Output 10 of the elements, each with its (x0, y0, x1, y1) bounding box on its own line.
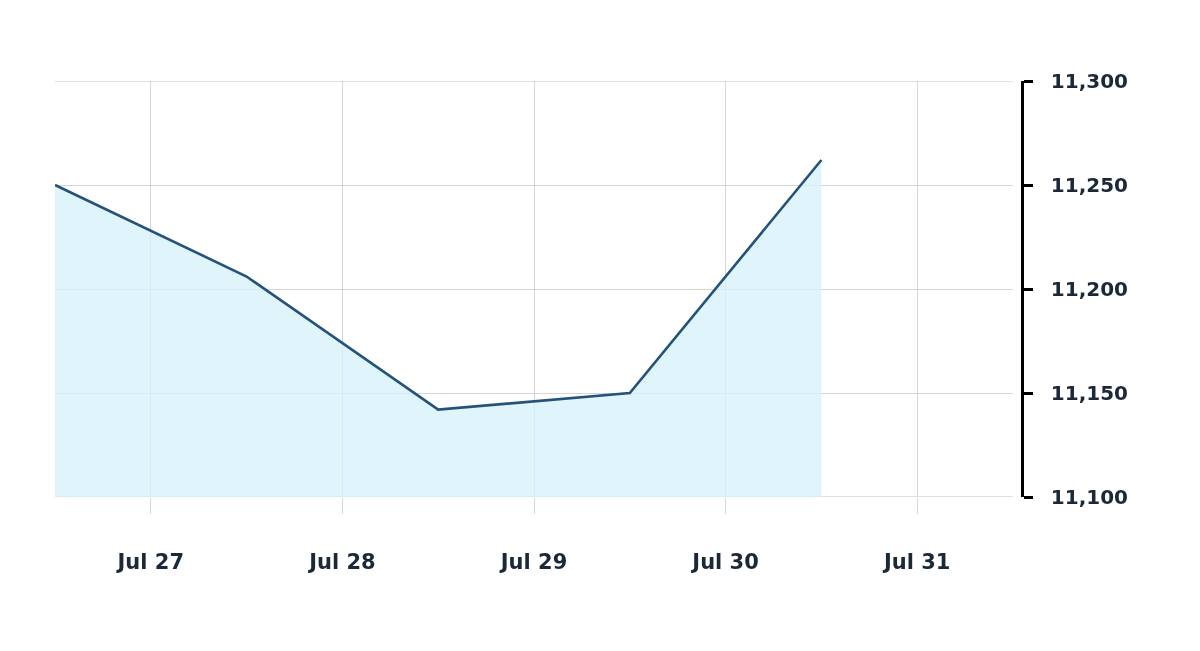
y-tick-label: 11,150 (1050, 381, 1128, 405)
x-tick-label: Jul 31 (881, 550, 951, 575)
y-tick-label: 11,100 (1050, 485, 1128, 509)
x-tick-label: Jul 29 (498, 550, 568, 575)
y-tick-label: 11,250 (1050, 173, 1128, 197)
x-tick-label: Jul 30 (690, 550, 759, 575)
x-tick-label: Jul 28 (307, 550, 376, 575)
x-tick-label: Jul 27 (115, 550, 185, 575)
y-tick-label: 11,200 (1050, 277, 1128, 301)
y-tick-label: 11,300 (1050, 69, 1128, 93)
